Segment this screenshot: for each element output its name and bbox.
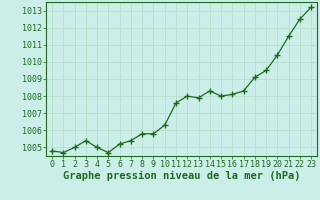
X-axis label: Graphe pression niveau de la mer (hPa): Graphe pression niveau de la mer (hPa) — [63, 171, 300, 181]
